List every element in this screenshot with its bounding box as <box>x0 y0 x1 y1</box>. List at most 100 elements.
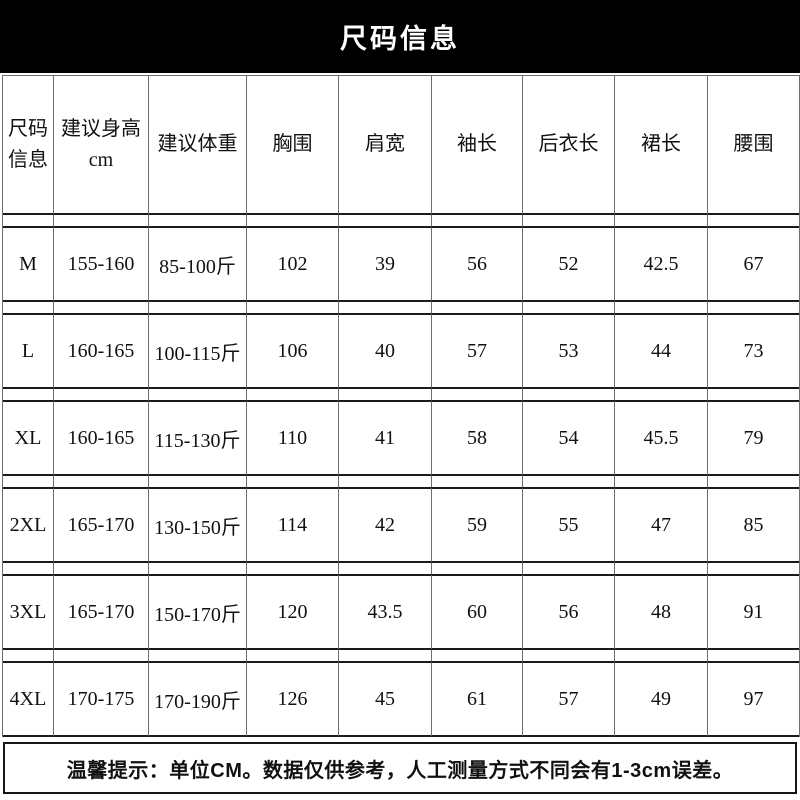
table-spacer <box>3 389 54 400</box>
table-spacer <box>708 215 799 226</box>
table-spacer <box>54 302 149 313</box>
table-spacer <box>339 476 432 487</box>
table-spacer <box>432 302 523 313</box>
table-spacer <box>339 650 432 661</box>
size-cell: 165-170 <box>54 487 149 563</box>
table-spacer <box>432 650 523 661</box>
table-spacer <box>523 215 615 226</box>
table-spacer <box>615 476 708 487</box>
table-spacer <box>708 389 799 400</box>
title-bar: 尺码信息 <box>0 0 800 73</box>
size-cell: 67 <box>708 226 799 302</box>
size-cell: XL <box>3 400 54 476</box>
size-cell: 91 <box>708 574 799 650</box>
table-spacer <box>149 650 247 661</box>
table-spacer <box>54 389 149 400</box>
size-cell: 97 <box>708 661 799 737</box>
table-spacer <box>3 476 54 487</box>
table-spacer <box>523 650 615 661</box>
table-spacer <box>615 650 708 661</box>
header-shoulder: 肩宽 <box>339 75 432 215</box>
table-spacer <box>432 476 523 487</box>
page-title: 尺码信息 <box>340 24 460 54</box>
size-cell: 79 <box>708 400 799 476</box>
table-spacer <box>3 563 54 574</box>
size-cell: 85-100斤 <box>149 226 247 302</box>
note-text: 温馨提示：单位CM。数据仅供参考，人工测量方式不同会有1-3cm误差。 <box>66 759 734 782</box>
table-spacer <box>54 563 149 574</box>
size-cell: 110 <box>247 400 339 476</box>
table-spacer <box>615 302 708 313</box>
table-spacer <box>615 215 708 226</box>
size-cell: 160-165 <box>54 400 149 476</box>
table-spacer <box>523 302 615 313</box>
header-sleeve: 袖长 <box>432 75 523 215</box>
size-cell: 120 <box>247 574 339 650</box>
table-spacer <box>708 563 799 574</box>
table-spacer <box>247 563 339 574</box>
size-cell: 45 <box>339 661 432 737</box>
size-cell: 59 <box>432 487 523 563</box>
size-cell: 60 <box>432 574 523 650</box>
table-spacer <box>247 650 339 661</box>
table-spacer <box>523 563 615 574</box>
size-cell: 160-165 <box>54 313 149 389</box>
note-box: 温馨提示：单位CM。数据仅供参考，人工测量方式不同会有1-3cm误差。 <box>3 742 797 794</box>
table-spacer <box>708 476 799 487</box>
table-spacer <box>54 650 149 661</box>
size-cell: 73 <box>708 313 799 389</box>
size-cell: 102 <box>247 226 339 302</box>
size-cell: 85 <box>708 487 799 563</box>
table-spacer <box>149 302 247 313</box>
table-spacer <box>149 563 247 574</box>
header-weight: 建议体重 <box>149 75 247 215</box>
size-cell: 2XL <box>3 487 54 563</box>
size-cell: 44 <box>615 313 708 389</box>
size-cell: 100-115斤 <box>149 313 247 389</box>
table-spacer <box>615 389 708 400</box>
table-spacer <box>54 215 149 226</box>
size-cell: 114 <box>247 487 339 563</box>
table-spacer <box>149 389 247 400</box>
table-spacer <box>247 476 339 487</box>
table-spacer <box>149 476 247 487</box>
table-spacer <box>339 389 432 400</box>
table-spacer <box>3 650 54 661</box>
size-cell: 155-160 <box>54 226 149 302</box>
table-spacer <box>432 563 523 574</box>
table-spacer <box>149 215 247 226</box>
header-skirt-length: 裙长 <box>615 75 708 215</box>
table-spacer <box>339 302 432 313</box>
size-cell: 53 <box>523 313 615 389</box>
size-cell: 106 <box>247 313 339 389</box>
table-spacer <box>523 389 615 400</box>
size-cell: 170-175 <box>54 661 149 737</box>
size-cell: 39 <box>339 226 432 302</box>
size-cell: 115-130斤 <box>149 400 247 476</box>
size-cell: M <box>3 226 54 302</box>
header-back-length: 后衣长 <box>523 75 615 215</box>
size-cell: 165-170 <box>54 574 149 650</box>
size-cell: 170-190斤 <box>149 661 247 737</box>
size-cell: 41 <box>339 400 432 476</box>
table-spacer <box>3 302 54 313</box>
header-bust: 胸围 <box>247 75 339 215</box>
size-cell: 58 <box>432 400 523 476</box>
size-cell: 48 <box>615 574 708 650</box>
size-cell: 45.5 <box>615 400 708 476</box>
table-spacer <box>432 215 523 226</box>
header-height: 建议身高 cm <box>54 75 149 215</box>
table-spacer <box>54 476 149 487</box>
table-spacer <box>339 215 432 226</box>
size-cell: L <box>3 313 54 389</box>
size-cell: 52 <box>523 226 615 302</box>
table-spacer <box>247 215 339 226</box>
size-cell: 57 <box>432 313 523 389</box>
size-cell: 56 <box>523 574 615 650</box>
table-spacer <box>432 389 523 400</box>
size-cell: 130-150斤 <box>149 487 247 563</box>
size-cell: 42.5 <box>615 226 708 302</box>
table-spacer <box>523 476 615 487</box>
size-cell: 47 <box>615 487 708 563</box>
size-cell: 57 <box>523 661 615 737</box>
